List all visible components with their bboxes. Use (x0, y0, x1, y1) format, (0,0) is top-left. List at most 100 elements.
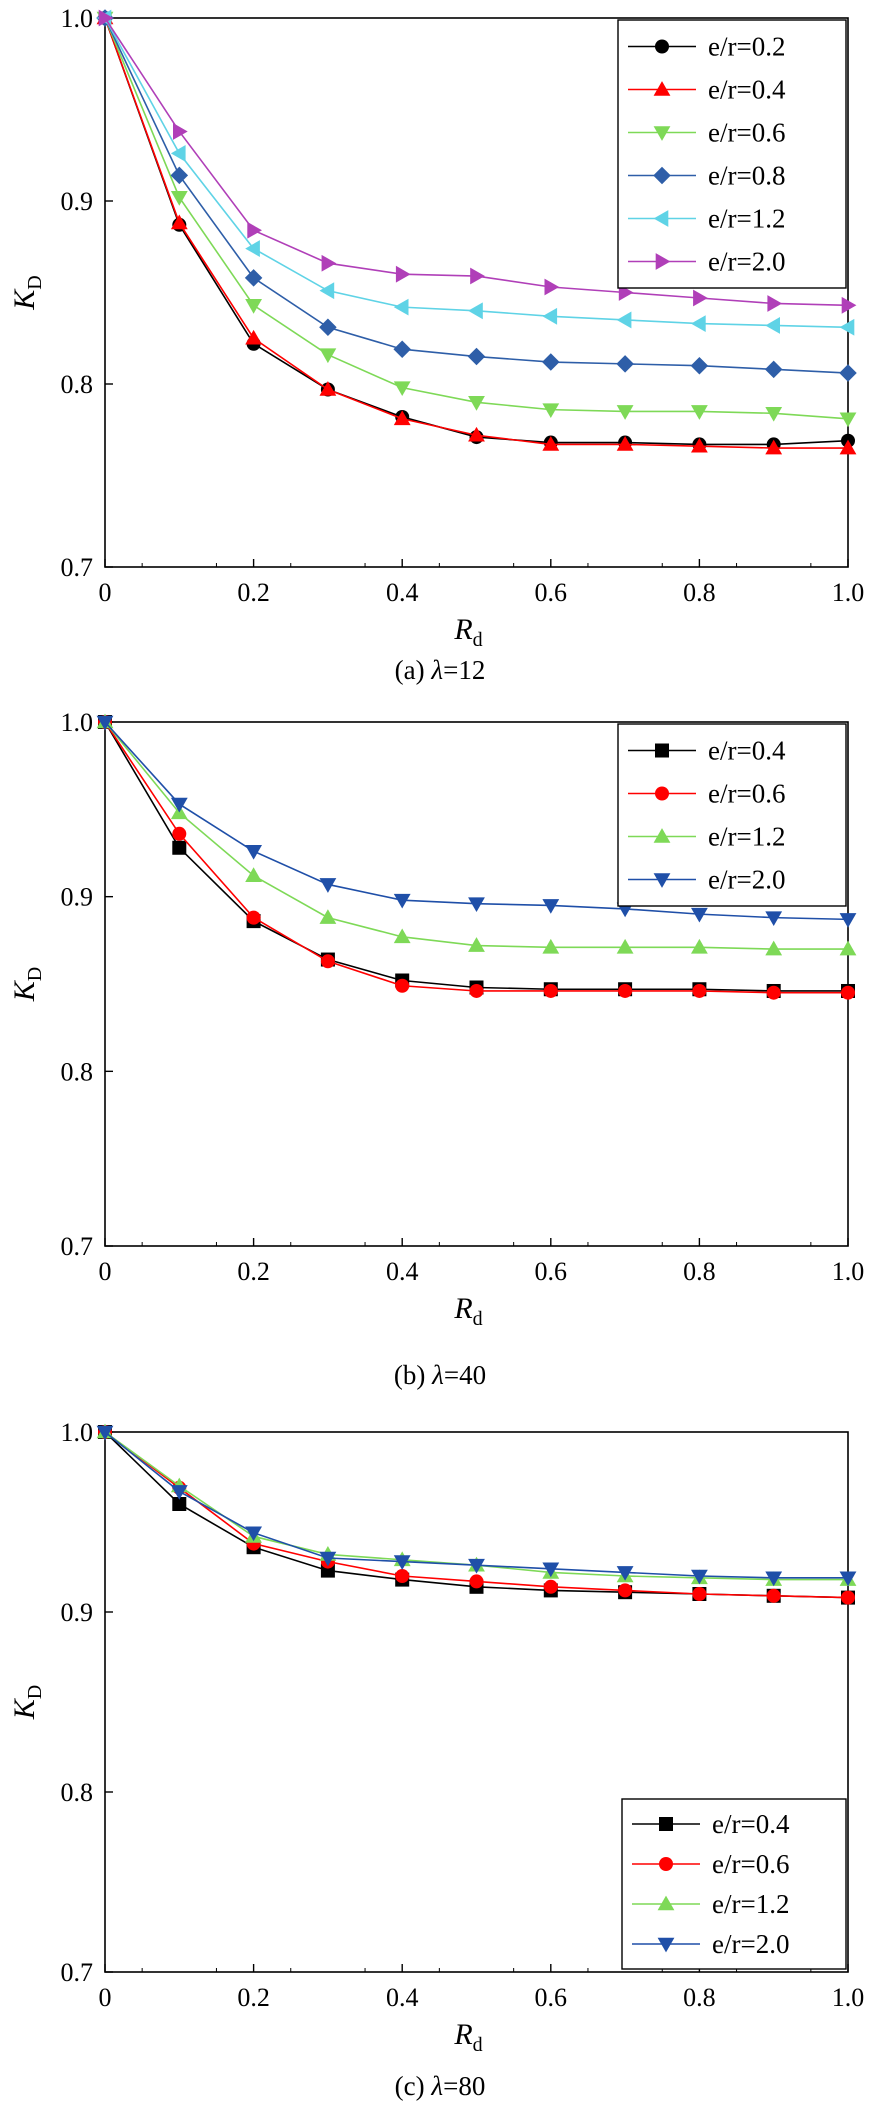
data-point (693, 289, 708, 307)
data-point (839, 364, 857, 382)
x-tick-label: 1.0 (832, 578, 865, 607)
data-point (321, 254, 337, 272)
data-point (542, 403, 560, 419)
y-axis-label: KD (8, 967, 46, 1002)
y-tick-label: 0.9 (61, 187, 94, 216)
data-point (393, 381, 411, 397)
data-point (320, 954, 335, 969)
data-point (618, 1583, 633, 1598)
data-point (616, 1566, 634, 1581)
legend-marker (659, 1817, 673, 1831)
data-point (319, 348, 337, 364)
x-tick-label: 0 (99, 1983, 112, 2012)
data-point (839, 439, 857, 455)
data-point (244, 269, 263, 287)
legend-marker (655, 253, 671, 270)
data-point (765, 317, 780, 334)
legend-box (617, 19, 847, 289)
series-e-r-0-4 (96, 9, 857, 455)
x-axis-label-sub: d (473, 1308, 483, 1330)
data-point (691, 437, 708, 453)
legend-label: e/r=2.0 (708, 865, 785, 895)
legend-label: e/r=1.2 (708, 204, 785, 234)
caption-c: (c) λ=80 (0, 2071, 880, 2102)
data-point (542, 1562, 560, 1578)
data-point (170, 1485, 188, 1500)
data-point (395, 265, 411, 283)
data-point (692, 1587, 707, 1601)
data-point (172, 840, 187, 855)
legend-marker (653, 81, 671, 96)
data-point (468, 1558, 485, 1574)
data-point (245, 329, 262, 345)
legend-marker (653, 828, 671, 843)
x-tick-label: 0.2 (237, 1257, 270, 1286)
x-tick-label: 0.8 (683, 1257, 716, 1286)
data-point (468, 396, 485, 411)
x-tick-label: 0.6 (535, 1983, 568, 2012)
legend-label: e/r=1.2 (708, 822, 785, 852)
caption-a-lambda: λ (431, 655, 444, 685)
data-point (470, 267, 485, 285)
y-tick-label: 0.7 (61, 1958, 94, 1987)
caption-a-value: =12 (443, 655, 486, 685)
data-point (468, 897, 485, 913)
data-point (765, 911, 783, 927)
x-axis-label-sub: d (473, 2034, 483, 2056)
legend-marker (657, 1895, 675, 1911)
data-point (395, 978, 410, 993)
x-tick-label: 0.4 (386, 1983, 419, 2012)
data-point (839, 318, 855, 336)
y-tick-label: 1.0 (61, 708, 94, 737)
series-e-r-0-8 (96, 9, 857, 382)
data-point (691, 1569, 708, 1585)
data-point (616, 355, 634, 373)
data-point (764, 360, 783, 379)
y-axis-label-sub: D (24, 967, 46, 981)
y-axis-label: KD (8, 275, 46, 310)
series-e-r-0-6 (98, 715, 855, 1000)
y-tick-label: 0.9 (61, 883, 94, 912)
data-point (766, 1588, 781, 1603)
x-tick-label: 0.2 (237, 578, 270, 607)
caption-b-lambda: λ (432, 1360, 444, 1390)
data-point (691, 315, 706, 333)
y-tick-label: 0.8 (61, 370, 94, 399)
x-tick-label: 0.6 (535, 1257, 568, 1286)
chart-panel-a: 0 0.2 0.4 0.6 0.8 1.0 0.7 0.8 0.9 1.0 Rd KD e/r=0.2 e… (0, 0, 880, 705)
chart-a: 0 0.2 0.4 0.6 0.8 1.00.70.80.91.0RdKDe/r=0.2e… (8, 4, 865, 651)
y-axis-label: KD (8, 1685, 46, 1720)
chart-b: 0 0.2 0.4 0.6 0.8 1.00.70.80.91.0RdKDe/r=0.4e… (8, 708, 865, 1330)
data-point (245, 299, 262, 314)
series-line (104, 1431, 848, 1579)
data-point (542, 899, 560, 914)
caption-a-prefix: (a) (394, 655, 432, 685)
legend-marker (655, 786, 669, 801)
data-point (246, 910, 261, 925)
series-e-r-0-6 (96, 11, 857, 428)
x-tick-label: 0.4 (386, 578, 419, 607)
data-point (468, 937, 485, 952)
data-point (544, 278, 560, 296)
data-point (616, 311, 632, 329)
data-point (172, 826, 187, 841)
chart-c: 0 0.2 0.4 0.6 0.8 1.00.70.80.91.0RdKDe/r=0.4e… (8, 1418, 864, 2056)
legend: e/r=0.4 e/r=0.6 e/r=1.2 e/r=2.0 (621, 1798, 847, 1970)
legend-label: e/r=0.4 (708, 736, 786, 766)
data-point (96, 715, 114, 731)
data-point (616, 938, 634, 954)
data-point (170, 166, 189, 185)
legend-label: e/r=0.6 (708, 118, 785, 148)
x-tick-label: 1.0 (832, 1257, 865, 1286)
data-point (543, 1579, 558, 1594)
data-point (765, 1571, 783, 1587)
data-point (469, 983, 484, 998)
caption-c-lambda: λ (431, 2071, 444, 2101)
legend-marker (657, 1937, 675, 1953)
data-point (319, 282, 335, 300)
legend-marker (653, 166, 671, 185)
legend-marker (653, 873, 671, 888)
caption-b-prefix: (b) (393, 1360, 433, 1390)
series-e-r-1-2 (96, 713, 857, 956)
data-point (170, 191, 188, 206)
